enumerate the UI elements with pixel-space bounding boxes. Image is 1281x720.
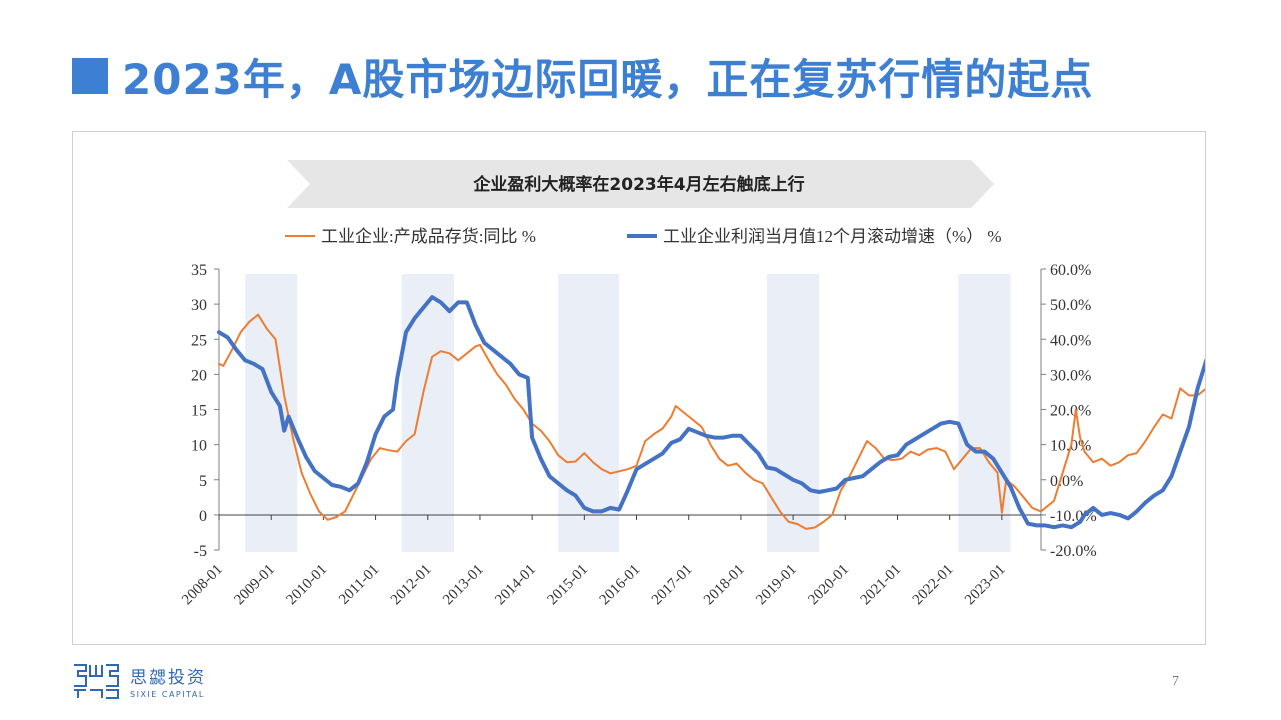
x-tick-label: 2012-01	[388, 562, 435, 609]
x-tick-label: 2011-01	[336, 562, 382, 608]
y-right-tick-label: 50.0%	[1050, 297, 1091, 314]
x-tick-label: 2013-01	[440, 562, 487, 609]
company-logo: 思勰投资 SIXIE CAPITAL	[72, 662, 206, 700]
x-tick-label: 2010-01	[284, 562, 331, 609]
x-tick-label: 2015-01	[544, 562, 591, 609]
chart-frame: 企业盈利大概率在2023年4月左右触底上行 工业企业:产成品存货:同比 % 工业…	[72, 131, 1281, 645]
page-number: 7	[1172, 674, 1179, 689]
y-right-tick-label: -20.0%	[1050, 543, 1097, 560]
chart-title-banner	[287, 160, 994, 208]
shaded-period-4	[767, 274, 820, 552]
y-left-tick-label: 25	[191, 332, 207, 349]
x-tick-label: 2022-01	[910, 562, 957, 609]
slide-title: 2023年，A股市场边际回暖，正在复苏行情的起点	[122, 54, 1094, 104]
title-square-bullet	[72, 58, 108, 94]
legend-label-blue: 工业企业利润当月值12个月滚动增速（%） %	[663, 227, 1002, 246]
x-tick-label: 2016-01	[597, 562, 644, 609]
slide-title-bar: 2023年，A股市场边际回暖，正在复苏行情的起点	[72, 44, 1093, 108]
y-right-tick-label: 60.0%	[1050, 262, 1091, 279]
y-left-tick-label: 10	[191, 438, 207, 455]
x-tick-label: 2017-01	[649, 562, 696, 609]
x-tick-label: 2018-01	[701, 562, 748, 609]
x-tick-label: 2020-01	[805, 562, 852, 609]
x-tick-label: 2021-01	[858, 562, 905, 609]
y-left-tick-label: 35	[191, 262, 207, 279]
y-right-tick-label: 20.0%	[1050, 403, 1091, 420]
shaded-period-3	[558, 274, 620, 552]
y-left-tick-label: 5	[199, 473, 207, 490]
shaded-period-1	[245, 274, 298, 552]
chart-title: 企业盈利大概率在2023年4月左右触底上行	[472, 174, 804, 195]
chart-svg: 企业盈利大概率在2023年4月左右触底上行 工业企业:产成品存货:同比 % 工业…	[179, 160, 1281, 609]
x-tick-label: 2019-01	[753, 562, 800, 609]
shaded-period-2	[401, 274, 454, 552]
legend-label-orange: 工业企业:产成品存货:同比 %	[321, 227, 536, 246]
y-right-tick-label: 40.0%	[1050, 332, 1091, 349]
series-line-inventory-yoy	[218, 313, 1243, 530]
y-left-tick-label: 20	[191, 367, 207, 384]
x-tick-label: 2014-01	[492, 562, 539, 609]
logo-text-en: SIXIE CAPITAL	[130, 690, 205, 699]
logo-mark-icon	[74, 664, 119, 699]
y-left-tick-label: 15	[191, 403, 207, 420]
series-line-profit-growth	[217, 295, 1281, 530]
y-left-tick-label: 0	[199, 508, 207, 525]
x-tick-label: 2008-01	[179, 562, 226, 609]
y-left-tick-label: 30	[191, 297, 207, 314]
x-tick-label: 2009-01	[231, 562, 278, 609]
x-tick-label: 2023-01	[962, 562, 1009, 609]
y-right-tick-label: 30.0%	[1050, 367, 1091, 384]
y-left-tick-label: -5	[194, 543, 207, 560]
y-right-tick-label: 0.0%	[1050, 473, 1083, 490]
logo-text-cn: 思勰投资	[130, 668, 206, 688]
